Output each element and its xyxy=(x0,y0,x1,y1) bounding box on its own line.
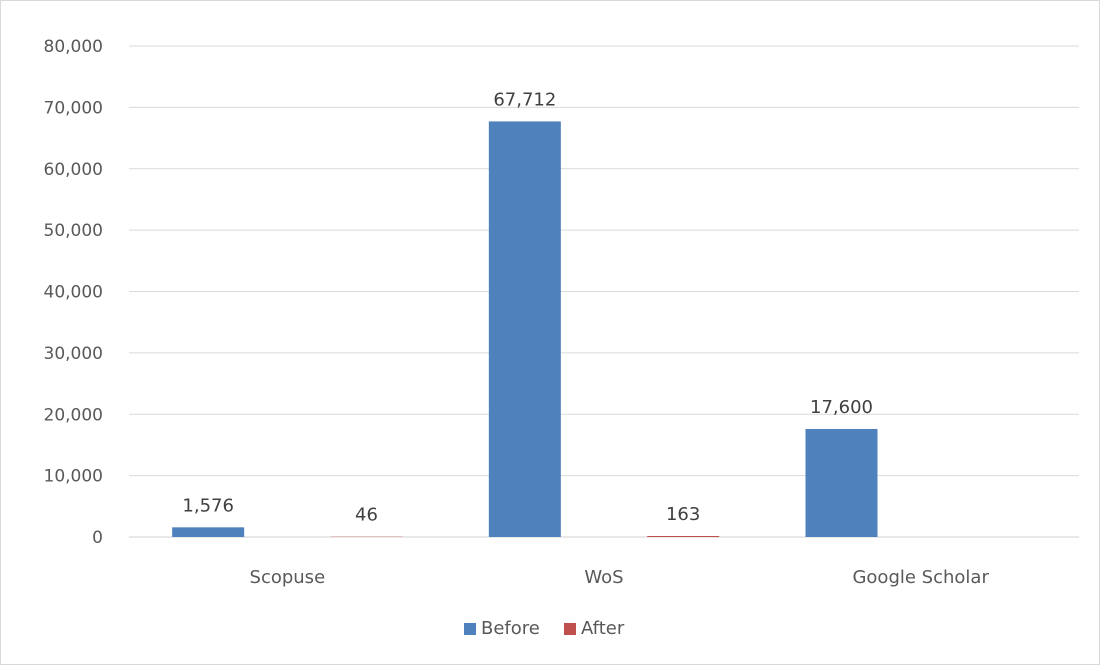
y-tick-label: 40,000 xyxy=(44,283,103,303)
data-label: 46 xyxy=(355,505,378,526)
y-tick-label: 80,000 xyxy=(44,37,103,57)
data-label: 1,576 xyxy=(182,495,234,516)
y-tick-label: 0 xyxy=(92,528,103,548)
y-tick-label: 20,000 xyxy=(44,405,103,425)
gridlines xyxy=(129,46,1079,537)
x-category-label: Google Scholar xyxy=(852,567,989,588)
y-tick-label: 30,000 xyxy=(44,344,103,364)
y-tick-label: 50,000 xyxy=(44,221,103,241)
legend-swatch-after xyxy=(564,623,576,635)
data-label: 17,600 xyxy=(810,397,873,418)
y-tick-label: 60,000 xyxy=(44,160,103,180)
bar-after-1 xyxy=(647,536,719,537)
bar-before-1 xyxy=(489,121,561,537)
data-label: 163 xyxy=(666,504,700,525)
x-category-label: WoS xyxy=(584,567,623,588)
bar-before-0 xyxy=(172,527,244,537)
legend-label: Before xyxy=(481,618,540,639)
legend: Before After xyxy=(464,618,625,639)
legend-label: After xyxy=(581,618,625,639)
data-label: 67,712 xyxy=(493,89,556,110)
bar-before-2 xyxy=(806,429,878,537)
y-tick-label: 70,000 xyxy=(44,98,103,118)
y-tick-label: 10,000 xyxy=(44,467,103,487)
legend-swatch-before xyxy=(464,623,476,635)
bars xyxy=(172,121,877,537)
x-category-label: Scopuse xyxy=(250,567,326,588)
